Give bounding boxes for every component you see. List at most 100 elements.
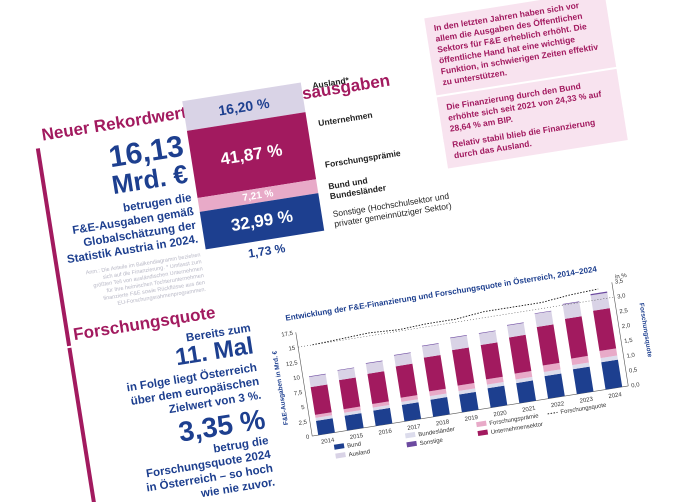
infographic-card: Neuer Rekordwert an Forschungsausgaben 1…: [23, 0, 677, 502]
bar-segment: [600, 355, 618, 363]
bar-segment: [601, 359, 623, 390]
y2-axis-label: Forschungsquote: [637, 302, 653, 358]
bar-segment: [452, 347, 475, 386]
funding-chart: 0 2,5 5 7,5 10 12,5 15 17,5 0,0 0,5 1,0 1,5 2,0 2,5 3,…: [271, 273, 653, 459]
bar-segment: [372, 401, 390, 408]
bar-segment: [599, 348, 618, 359]
bar-segment: [542, 362, 561, 373]
bar-segment: [590, 292, 610, 311]
bar-segment: [308, 373, 326, 378]
bar-segment: [421, 343, 441, 358]
bar-segment: [480, 342, 503, 380]
bar-segment: [315, 412, 333, 418]
bar-segment: [310, 384, 332, 415]
bar-segment: [365, 361, 385, 374]
bar-segment: [593, 308, 617, 352]
legend-label: Bundesländer: [418, 427, 456, 439]
legend-swatch: [476, 420, 487, 428]
bar-segment: [536, 324, 560, 366]
bar-segment: [486, 382, 505, 389]
y2-tick-label: 2,5: [619, 308, 629, 315]
label-unternehmen: Unternehmen: [317, 109, 374, 129]
x-tick-label: 2020: [493, 410, 508, 418]
bar-segment: [590, 291, 608, 296]
y2-tick-label: 0,5: [629, 367, 639, 374]
bar-segment: [338, 377, 361, 410]
bar-segment: [315, 415, 333, 421]
bar-segment: [534, 310, 552, 314]
y2-axis: [611, 282, 629, 387]
y-tick-label: 12,5: [286, 360, 299, 368]
legend-label: Ausland: [348, 449, 370, 458]
y2-tick-label: 2,0: [622, 323, 632, 330]
bar-segment: [429, 388, 447, 397]
bar-segment: [515, 376, 533, 384]
bar-segment: [478, 331, 498, 345]
x-tick-label: 2014: [321, 438, 336, 446]
legend-label: Forschungsquote: [560, 403, 607, 416]
bar-segment: [344, 410, 362, 416]
bar-segment: [401, 399, 419, 405]
y2-unit: in %: [615, 273, 628, 281]
bar-segment: [337, 368, 356, 381]
x-tick-label: 2016: [378, 428, 393, 436]
bar-segment: [394, 353, 413, 367]
bar-segment: [564, 316, 588, 359]
bar-segment: [393, 352, 411, 356]
bar-segment: [571, 355, 589, 366]
bar-segment: [458, 388, 476, 395]
bar-segment: [457, 383, 476, 391]
y2-tick-label: 1,0: [626, 352, 636, 359]
bar-segment: [507, 322, 526, 338]
bar-segment: [401, 402, 422, 422]
legend-swatch: [547, 411, 558, 415]
bar-segment: [506, 322, 524, 326]
x-tick-label: 2022: [551, 401, 566, 409]
y-tick-label: 15: [288, 346, 296, 353]
x-tick-label: 2015: [349, 433, 364, 441]
funding-share-stack: 16,20 % 41,87 % 7,21 % 32,99 % 1,73 %: [182, 82, 325, 261]
bar-segment: [373, 407, 393, 426]
bar-segment: [450, 335, 467, 339]
y-tick-label: 7,5: [294, 390, 304, 397]
bar-segment: [478, 330, 496, 334]
legend-swatch: [333, 443, 345, 450]
label-forschungspraemie: Forschungsprämie: [324, 147, 402, 170]
line-series-forschungsquote: [312, 288, 599, 346]
bar-segment: [450, 335, 469, 351]
bar-segment: [315, 418, 335, 436]
bar-segment: [421, 343, 439, 347]
y2-tick-label: 1,5: [624, 338, 634, 345]
x-tick-label: 2024: [608, 392, 623, 400]
bar-segment: [514, 370, 533, 380]
bar-segment: [487, 385, 508, 408]
x-tick-label: 2019: [464, 415, 479, 423]
legend-swatch: [404, 431, 416, 439]
bar-segment: [309, 374, 328, 388]
bar-segment: [395, 363, 418, 398]
y2-tick-label: 3,5: [614, 278, 624, 285]
x-tick-label: 2021: [522, 406, 537, 414]
y-tick-label: 17,5: [281, 331, 294, 339]
bar-segment: [572, 362, 590, 370]
legend-swatch: [335, 452, 346, 459]
eu-target-line: [298, 296, 615, 348]
bar-segment: [337, 367, 355, 371]
bar-segment: [343, 406, 361, 413]
bar-segment: [400, 395, 419, 402]
y-axis: [295, 332, 313, 437]
legend-swatch: [477, 429, 489, 437]
y2-tick-label: 0,0: [631, 382, 641, 389]
y-tick-label: 0: [306, 434, 311, 441]
label-bund-bundeslaender: Bund und Bundesländer: [328, 173, 387, 201]
bar-segment: [572, 366, 594, 395]
bar-segment: [544, 373, 565, 399]
x-tick-label: 2023: [579, 397, 594, 405]
bar-segment: [486, 376, 504, 385]
legend-swatch: [406, 440, 418, 448]
bar-segment: [516, 380, 537, 404]
bar-segment: [372, 404, 390, 411]
bar-segment: [365, 360, 383, 364]
bar-segment: [429, 393, 448, 400]
bar-segment: [508, 334, 532, 374]
